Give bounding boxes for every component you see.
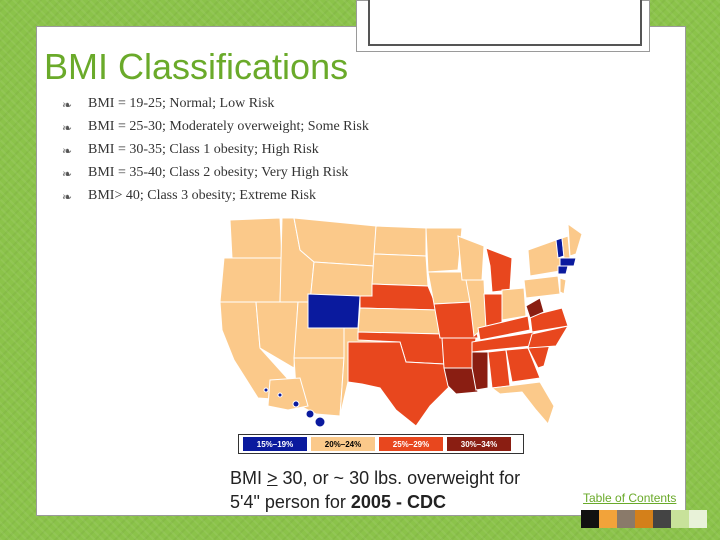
legend-item-20-24: 20%–24% (311, 437, 375, 451)
state-maine (567, 222, 583, 257)
bullet-item: ❧ BMI = 35-40; Class 2 obesity; Very High… (62, 165, 349, 181)
state-arkansas (441, 337, 477, 369)
state-nevada (255, 301, 299, 369)
color-swatch (635, 510, 653, 528)
state-texas (347, 341, 451, 427)
color-swatch (599, 510, 617, 528)
bullet-item: ❧ BMI = 19-25; Normal; Low Risk (62, 96, 275, 112)
state-kentucky (477, 315, 531, 341)
theme-color-swatches (581, 510, 707, 528)
state-connecticut (557, 265, 569, 275)
bullet-icon: ❧ (62, 144, 73, 158)
state-colorado (307, 293, 361, 329)
legend-item-30-34: 30%–34% (447, 437, 511, 451)
legend-item-25-29: 25%–29% (379, 437, 443, 451)
state-hawaii-1 (263, 387, 269, 393)
state-north-dakota (373, 225, 427, 257)
us-map-graphic (219, 217, 583, 428)
slide-title: BMI Classifications (44, 46, 349, 87)
bullet-icon: ❧ (62, 121, 73, 135)
alaska-hawaii (263, 377, 326, 428)
color-swatch (653, 510, 671, 528)
state-kansas (357, 307, 441, 335)
state-hawaii-5 (314, 416, 326, 428)
state-oregon (219, 257, 283, 303)
state-pennsylvania (523, 275, 561, 299)
state-nebraska (359, 283, 439, 311)
bullet-list: ❧ BMI = 19-25; Normal; Low Risk ❧ BMI = 25… (62, 95, 369, 210)
state-florida (490, 381, 555, 425)
legend-item-15-19: 15%–19% (243, 437, 307, 451)
map-legend: 15%–19% 20%–24% 25%–29% 30%–34% (238, 434, 524, 454)
state-minnesota (425, 227, 463, 273)
state-massachusetts (559, 257, 577, 267)
state-mississippi (471, 351, 489, 391)
color-swatch (581, 510, 599, 528)
bullet-icon: ❧ (62, 190, 73, 204)
state-hawaii-2 (277, 392, 283, 398)
state-north-carolina (527, 325, 570, 349)
state-west-virginia (525, 297, 545, 319)
bullet-item: ❧ BMI = 25-30; Moderately overweight; Som… (62, 119, 369, 135)
map-caption: BMI > 30, or ~ 30 lbs. overweight for 5'… (230, 468, 521, 512)
color-swatch (689, 510, 707, 528)
color-swatch (671, 510, 689, 528)
state-louisiana (443, 367, 479, 395)
title-decoration-inner (368, 0, 642, 46)
state-hawaii-3 (292, 400, 300, 408)
bullet-icon: ❧ (62, 98, 73, 112)
state-washington (229, 217, 283, 259)
state-michigan (485, 247, 513, 293)
us-obesity-map (210, 210, 590, 440)
bullet-item: ❧ BMI = 30-35; Class 1 obesity; High Risk (62, 142, 319, 158)
state-new-jersey (559, 277, 567, 295)
state-wisconsin (457, 235, 485, 281)
bullet-icon: ❧ (62, 167, 73, 181)
state-hawaii-4 (305, 409, 315, 419)
state-georgia (505, 347, 541, 383)
state-missouri (433, 301, 479, 339)
state-ohio (501, 287, 527, 321)
color-swatch (617, 510, 635, 528)
table-of-contents-link[interactable]: Table of Contents (583, 491, 677, 505)
state-south-dakota (371, 253, 429, 287)
bullet-item: ❧ BMI> 40; Class 3 obesity; Extreme Risk (62, 188, 316, 204)
